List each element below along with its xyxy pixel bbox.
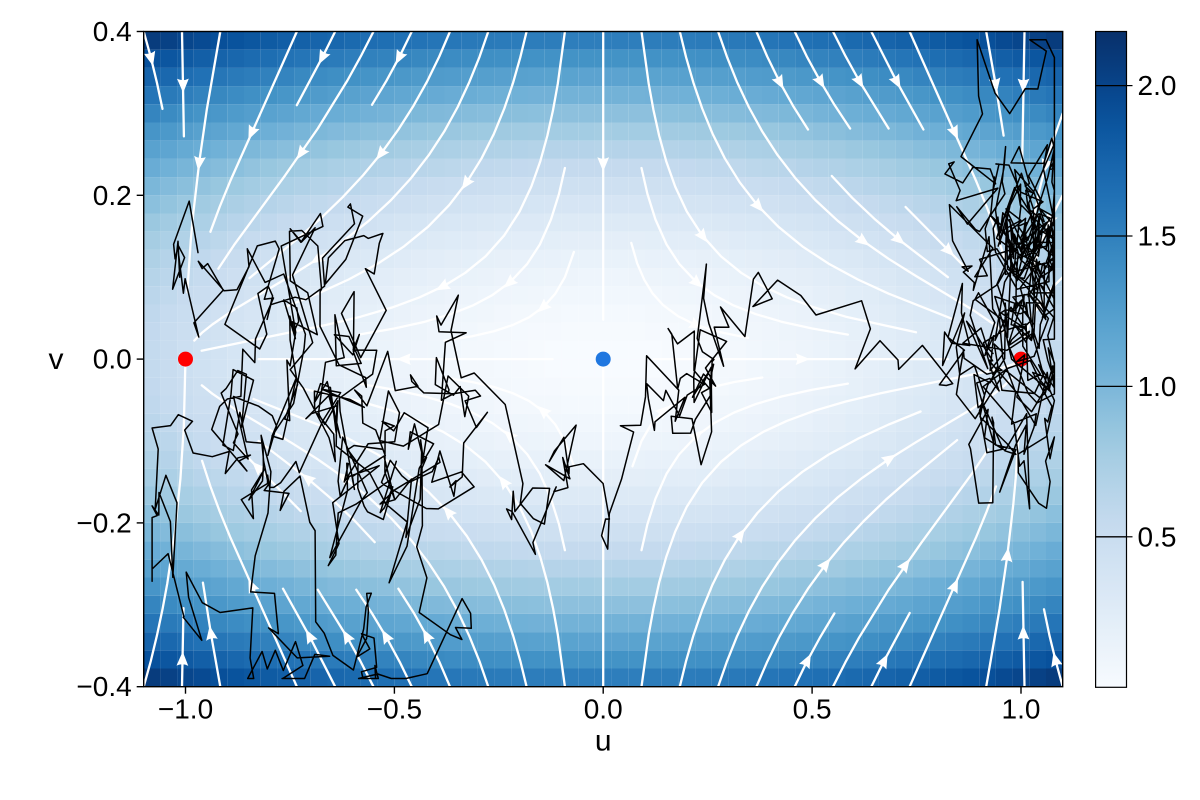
svg-text:0.5: 0.5 xyxy=(1138,521,1177,552)
svg-text:0.4: 0.4 xyxy=(93,16,132,47)
svg-text:−0.4: −0.4 xyxy=(76,671,131,702)
svg-text:0.5: 0.5 xyxy=(793,694,832,725)
svg-text:−0.5: −0.5 xyxy=(367,694,422,725)
svg-text:u: u xyxy=(595,725,612,758)
svg-text:1.5: 1.5 xyxy=(1138,221,1177,252)
svg-text:−1.0: −1.0 xyxy=(158,694,213,725)
svg-text:0.0: 0.0 xyxy=(93,344,132,375)
svg-text:1.0: 1.0 xyxy=(1138,371,1177,402)
svg-text:−0.2: −0.2 xyxy=(76,507,131,538)
svg-text:2.0: 2.0 xyxy=(1138,70,1177,101)
svg-text:v: v xyxy=(49,343,64,376)
svg-text:0.0: 0.0 xyxy=(584,694,623,725)
svg-text:0.2: 0.2 xyxy=(93,180,132,211)
svg-text:1.0: 1.0 xyxy=(1002,694,1041,725)
